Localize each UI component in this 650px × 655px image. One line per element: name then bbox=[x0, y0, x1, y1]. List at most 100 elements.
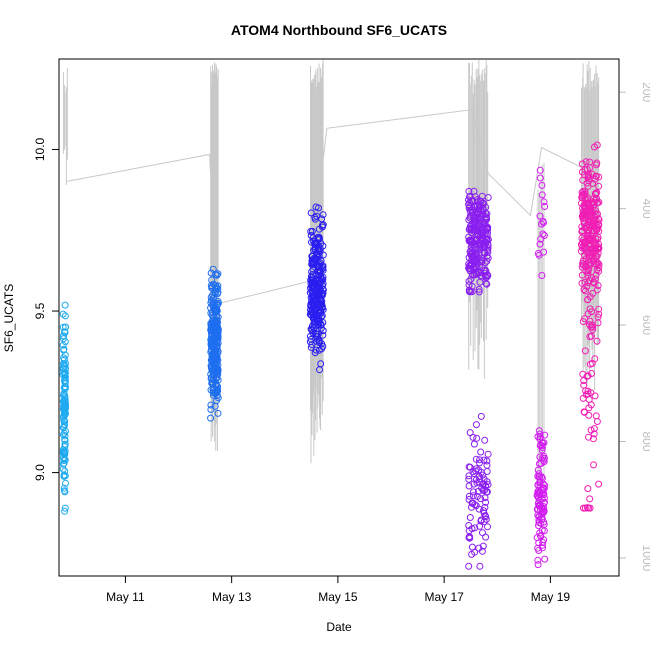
data-point bbox=[474, 223, 482, 231]
data-point bbox=[61, 436, 69, 444]
data-point bbox=[470, 214, 478, 222]
data-point bbox=[578, 189, 586, 196]
data-point bbox=[581, 347, 589, 355]
data-point bbox=[318, 312, 326, 320]
data-point bbox=[473, 479, 481, 487]
data-points-layer bbox=[59, 141, 603, 570]
data-point bbox=[585, 404, 593, 412]
data-point bbox=[61, 504, 69, 512]
data-point bbox=[60, 484, 68, 492]
data-point bbox=[593, 141, 601, 149]
data-point bbox=[595, 480, 603, 488]
data-point bbox=[584, 485, 592, 493]
data-point bbox=[465, 562, 473, 570]
data-point bbox=[587, 234, 595, 242]
data-point bbox=[465, 288, 473, 296]
data-point bbox=[59, 310, 67, 318]
data-point bbox=[470, 271, 478, 279]
data-point bbox=[316, 286, 324, 294]
data-point bbox=[59, 465, 67, 473]
data-point bbox=[312, 243, 319, 251]
data-point bbox=[476, 522, 484, 530]
data-point bbox=[308, 325, 316, 333]
data-point bbox=[587, 426, 595, 434]
data-point bbox=[470, 470, 478, 478]
data-point bbox=[580, 236, 587, 244]
data-point bbox=[308, 322, 316, 330]
data-point bbox=[481, 494, 489, 502]
data-point bbox=[595, 198, 603, 206]
data-point bbox=[538, 181, 546, 189]
data-point bbox=[208, 296, 215, 304]
data-point bbox=[578, 279, 586, 287]
data-point bbox=[475, 473, 483, 480]
data-point bbox=[317, 298, 325, 306]
data-point bbox=[582, 287, 589, 295]
data-point bbox=[585, 253, 593, 261]
data-point bbox=[476, 459, 483, 467]
data-point bbox=[465, 527, 473, 535]
data-point bbox=[579, 260, 587, 267]
data-point bbox=[60, 332, 68, 340]
data-point bbox=[61, 394, 69, 402]
data-point bbox=[313, 327, 320, 335]
data-point bbox=[210, 376, 217, 384]
data-point bbox=[586, 277, 594, 285]
data-point bbox=[483, 236, 491, 244]
data-point bbox=[61, 377, 68, 385]
data-point bbox=[466, 514, 474, 521]
data-point bbox=[59, 460, 67, 468]
data-point bbox=[60, 487, 68, 495]
data-point bbox=[468, 229, 476, 237]
data-point bbox=[210, 320, 218, 328]
data-point bbox=[593, 286, 601, 294]
data-point bbox=[315, 337, 323, 345]
data-point bbox=[579, 370, 587, 378]
data-point bbox=[62, 373, 69, 381]
data-point bbox=[61, 328, 68, 336]
data-point bbox=[481, 249, 489, 257]
data-point bbox=[465, 463, 473, 471]
chart-title: ATOM4 Northbound SF6_UCATS bbox=[231, 22, 447, 38]
data-point bbox=[466, 429, 474, 437]
x-tick-label: May 15 bbox=[318, 590, 358, 604]
data-point bbox=[214, 387, 221, 395]
data-point bbox=[584, 390, 592, 398]
data-point bbox=[590, 278, 598, 286]
data-point bbox=[480, 507, 487, 515]
data-point bbox=[60, 390, 68, 398]
data-point bbox=[212, 282, 220, 290]
data-point bbox=[308, 256, 316, 264]
data-point bbox=[307, 209, 315, 217]
data-point bbox=[214, 318, 222, 326]
y-right-tick-label: 200 bbox=[640, 82, 650, 102]
data-point bbox=[594, 313, 602, 321]
data-point bbox=[469, 248, 476, 256]
data-point bbox=[213, 367, 221, 375]
data-point bbox=[207, 282, 215, 289]
data-point bbox=[468, 197, 476, 205]
data-point bbox=[214, 356, 222, 364]
data-point bbox=[538, 191, 546, 199]
data-point bbox=[309, 300, 317, 308]
data-point bbox=[482, 533, 490, 541]
data-point bbox=[61, 467, 69, 475]
data-point bbox=[59, 366, 67, 373]
data-point bbox=[534, 561, 542, 569]
data-point bbox=[583, 199, 591, 207]
data-point bbox=[474, 487, 482, 495]
data-point bbox=[578, 263, 586, 271]
data-point bbox=[476, 562, 484, 570]
data-point bbox=[588, 199, 596, 207]
data-point bbox=[591, 355, 599, 363]
data-point bbox=[595, 173, 603, 181]
data-point bbox=[583, 195, 591, 203]
data-point bbox=[317, 313, 325, 321]
data-point bbox=[466, 237, 474, 245]
data-point bbox=[317, 239, 325, 247]
data-point bbox=[484, 481, 492, 489]
data-point bbox=[590, 461, 597, 469]
data-point bbox=[61, 385, 69, 393]
data-point bbox=[474, 214, 482, 222]
